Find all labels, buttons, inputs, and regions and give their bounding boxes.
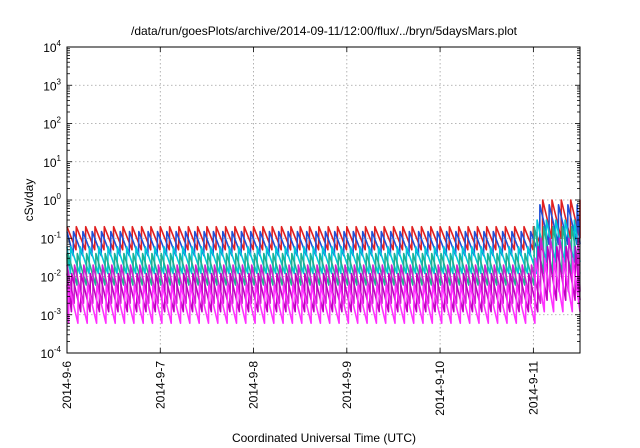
series-line — [66, 204, 581, 257]
y-axis-label: cSv/day — [22, 179, 36, 222]
plot-frame — [66, 46, 581, 354]
y-tick-label: 10-2 — [41, 269, 62, 285]
y-tick-label: 100 — [43, 192, 61, 208]
series-line — [66, 257, 581, 324]
y-tick-label: 102 — [43, 116, 61, 132]
x-tick-label: 2014-9-7 — [153, 361, 167, 409]
x-tick-label: 2014-9-8 — [247, 361, 261, 409]
y-tick-label: 103 — [43, 77, 61, 93]
y-tick-label: 10-3 — [41, 307, 62, 323]
y-tick-label: 104 — [43, 39, 61, 55]
series-group — [66, 199, 581, 324]
x-tick-label: 2014-9-11 — [526, 361, 540, 415]
series-line — [66, 225, 581, 286]
x-axis-label: Coordinated Universal Time (UTC) — [232, 431, 416, 445]
y-tick-label: 10-1 — [41, 230, 62, 246]
y-tick-label: 101 — [43, 154, 61, 170]
y-tick-label: 10-4 — [41, 345, 62, 361]
x-tick-label: 2014-9-10 — [433, 361, 447, 416]
chart-title: /data/run/goesPlots/archive/2014-09-11/1… — [131, 24, 518, 38]
series-line — [66, 245, 581, 313]
x-tick-label: 2014-9-9 — [340, 361, 354, 409]
x-tick-label: 2014-9-6 — [60, 361, 74, 409]
